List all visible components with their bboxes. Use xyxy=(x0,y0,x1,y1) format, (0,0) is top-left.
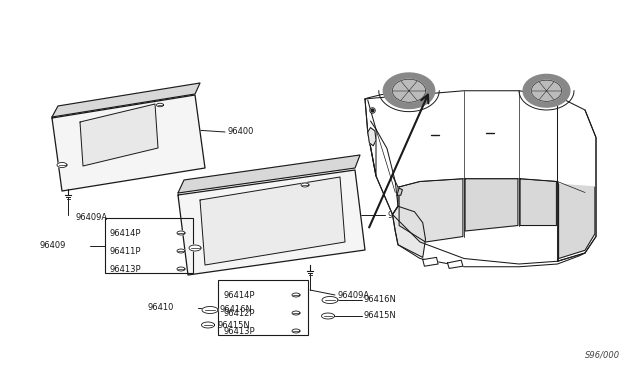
Polygon shape xyxy=(80,104,158,166)
Polygon shape xyxy=(365,91,596,264)
Polygon shape xyxy=(383,73,435,109)
Polygon shape xyxy=(392,206,426,257)
Polygon shape xyxy=(52,95,205,191)
Polygon shape xyxy=(178,170,365,275)
Polygon shape xyxy=(523,74,570,107)
Polygon shape xyxy=(177,267,185,271)
Text: 96416N: 96416N xyxy=(220,305,253,314)
Polygon shape xyxy=(52,83,200,117)
Polygon shape xyxy=(321,313,335,319)
Polygon shape xyxy=(368,121,398,215)
Text: 96416N: 96416N xyxy=(364,295,397,305)
Polygon shape xyxy=(301,183,309,187)
Polygon shape xyxy=(397,188,403,195)
Polygon shape xyxy=(177,231,185,235)
Polygon shape xyxy=(368,128,376,146)
Text: 96413P: 96413P xyxy=(223,327,255,336)
Polygon shape xyxy=(447,260,463,269)
Text: 96409A: 96409A xyxy=(337,291,369,299)
Text: 96412P: 96412P xyxy=(223,308,255,317)
Text: 96411P: 96411P xyxy=(110,247,141,256)
Bar xyxy=(218,280,308,335)
Polygon shape xyxy=(392,79,426,102)
Polygon shape xyxy=(157,103,163,107)
Polygon shape xyxy=(423,257,438,266)
Text: S96/000: S96/000 xyxy=(585,350,620,359)
Text: 96415N: 96415N xyxy=(218,321,251,330)
Polygon shape xyxy=(557,96,596,261)
Polygon shape xyxy=(465,179,518,231)
Text: 9640l: 9640l xyxy=(387,211,410,219)
Polygon shape xyxy=(57,163,67,167)
Text: 96414P: 96414P xyxy=(110,228,141,237)
Polygon shape xyxy=(202,322,214,328)
Polygon shape xyxy=(200,177,345,265)
Text: 96415N: 96415N xyxy=(364,311,397,321)
Polygon shape xyxy=(531,80,562,101)
Polygon shape xyxy=(178,155,360,193)
Bar xyxy=(105,218,193,273)
Text: 96414P: 96414P xyxy=(223,291,255,299)
Polygon shape xyxy=(365,99,376,176)
Polygon shape xyxy=(399,179,463,242)
Polygon shape xyxy=(292,293,300,297)
Polygon shape xyxy=(292,311,300,315)
Text: 96409: 96409 xyxy=(40,241,67,250)
Polygon shape xyxy=(189,245,201,251)
Polygon shape xyxy=(520,179,556,225)
Text: 96409A: 96409A xyxy=(75,214,107,222)
Polygon shape xyxy=(177,249,185,253)
Polygon shape xyxy=(559,184,595,259)
Text: 96400: 96400 xyxy=(227,128,253,137)
Text: 96410: 96410 xyxy=(148,303,174,312)
Polygon shape xyxy=(322,296,338,304)
Polygon shape xyxy=(202,307,218,314)
Polygon shape xyxy=(292,329,300,333)
Text: 96413P: 96413P xyxy=(110,264,141,273)
